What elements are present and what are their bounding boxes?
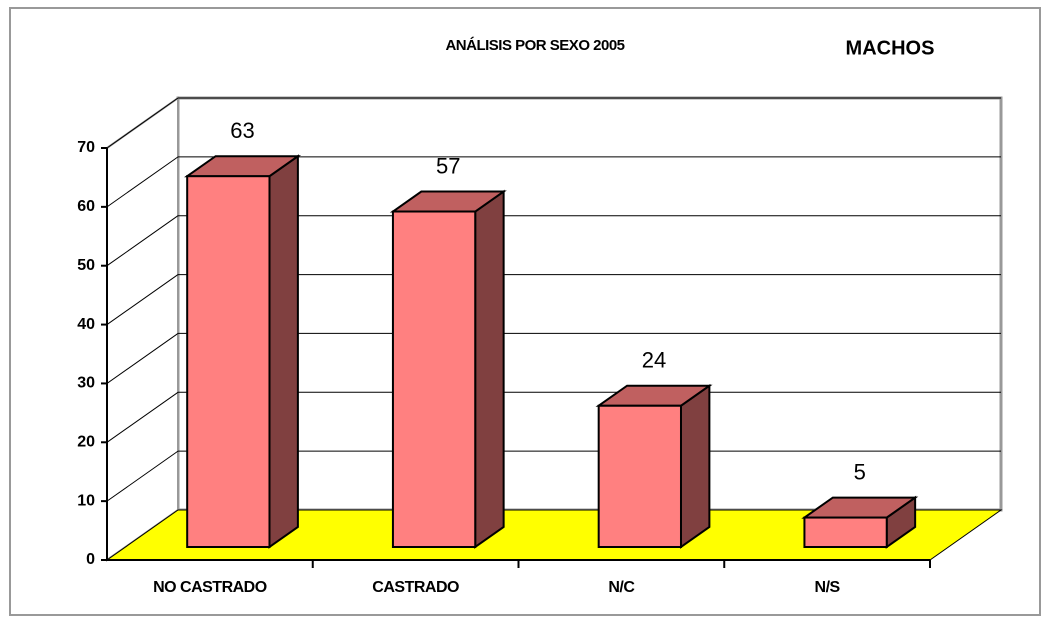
- y-tick-label: 60: [77, 198, 95, 215]
- grid-line-side: [106, 156, 179, 208]
- y-tick-label: 20: [77, 434, 95, 451]
- x-tick-label: NO CASTRADO: [153, 579, 267, 596]
- data-label: 24: [642, 348, 666, 373]
- bar-front: [597, 404, 682, 548]
- chart-title: ANÁLISIS POR SEXO 2005: [445, 37, 624, 54]
- grid-line-side: [106, 391, 179, 443]
- bar-side: [679, 383, 711, 549]
- chart-subtitle: MACHOS: [846, 37, 935, 59]
- grid-line-side: [106, 450, 179, 502]
- x-tick-label: N/S: [815, 579, 841, 596]
- y-tick-label: 10: [77, 492, 95, 509]
- data-label: 5: [854, 459, 866, 484]
- grid-line-side: [106, 274, 179, 325]
- bar-front: [186, 175, 271, 548]
- grid-line-side: [106, 215, 179, 267]
- y-tick-label: 50: [77, 257, 95, 274]
- x-tick-label: CASTRADO: [372, 579, 459, 596]
- bar-front: [803, 516, 888, 548]
- bar-front: [391, 210, 477, 548]
- side-wall: [106, 96, 179, 562]
- y-tick-label: 0: [86, 551, 95, 568]
- bar-side: [268, 154, 299, 549]
- grid-line-side: [106, 97, 179, 149]
- x-tick-label: N/C: [608, 579, 635, 596]
- y-tick-label: 40: [77, 316, 95, 333]
- bar-side: [474, 189, 505, 549]
- data-label: 63: [230, 118, 254, 143]
- grid-line-side: [106, 333, 179, 384]
- y-tick-label: 70: [77, 139, 95, 156]
- back-wall: [176, 96, 1003, 512]
- y-tick-label: 30: [77, 375, 95, 392]
- data-label: 57: [436, 153, 460, 178]
